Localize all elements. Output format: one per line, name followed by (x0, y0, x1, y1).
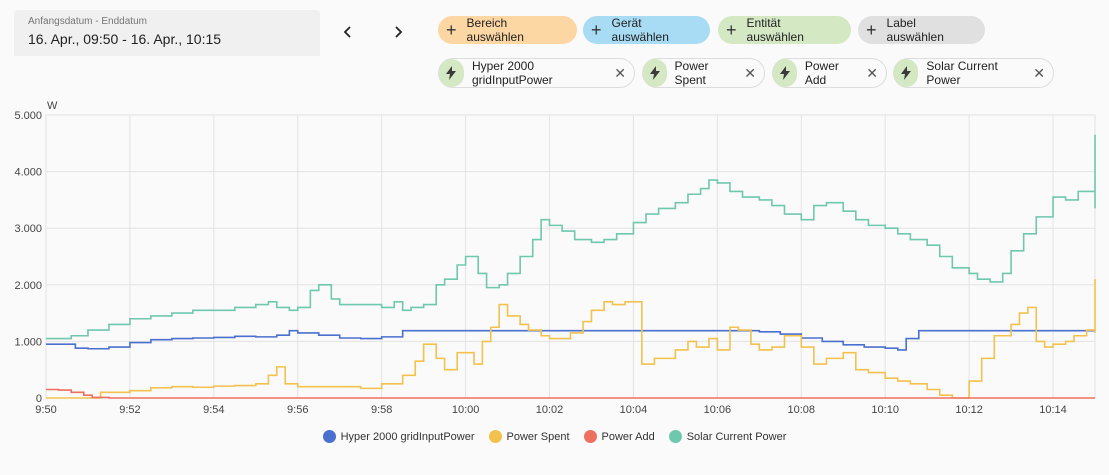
entity-chip-label: Solar Current Power (926, 59, 998, 87)
y-tick-label: 1.000 (14, 336, 42, 348)
legend-swatch (668, 430, 682, 443)
choose-area-chip[interactable]: + Bereich auswählen (438, 16, 577, 44)
legend-swatch (488, 430, 502, 443)
series-line (46, 279, 1096, 399)
x-tick-label: 10:08 (788, 404, 816, 416)
entity-chip-solar[interactable]: Solar Current Power ✕ (893, 58, 1054, 88)
lightning-icon (894, 59, 919, 87)
date-range-picker[interactable]: Anfangsdatum - Enddatum 16. Apr., 09:50 … (14, 10, 320, 56)
chevron-left-icon (343, 26, 351, 38)
y-tick-label: 2.000 (14, 280, 42, 292)
prev-period-button[interactable] (334, 18, 362, 46)
x-tick-label: 10:06 (704, 404, 732, 416)
plus-icon: + (866, 20, 877, 40)
choose-entity-label: Entität auswählen (746, 16, 804, 44)
choose-device-label: Gerät auswählen (611, 16, 669, 44)
entity-chip-label: Power Add (804, 59, 839, 87)
entity-chip-power-add[interactable]: Power Add ✕ (772, 58, 887, 88)
legend-label: Solar Current Power (686, 430, 787, 443)
next-period-button[interactable] (384, 18, 412, 46)
close-icon[interactable]: ✕ (744, 64, 756, 81)
legend-label: Power Spent (506, 430, 570, 443)
legend-label: Hyper 2000 gridInputPower (340, 430, 475, 443)
series-line (46, 134, 1096, 340)
y-tick-label: 3.000 (14, 223, 42, 235)
chart-legend: Hyper 2000 gridInputPower Power Spent Po… (0, 430, 1109, 443)
choose-device-chip[interactable]: + Gerät auswählen (583, 16, 710, 44)
y-tick-label: 0 (36, 393, 42, 405)
plus-icon: + (446, 20, 457, 40)
x-tick-label: 9:50 (35, 404, 56, 416)
close-icon[interactable]: ✕ (614, 64, 626, 81)
x-tick-label: 10:12 (955, 404, 983, 416)
choose-area-label: Bereich auswählen (466, 16, 524, 44)
legend-item[interactable]: Hyper 2000 gridInputPower (322, 430, 475, 443)
legend-item[interactable]: Solar Current Power (668, 430, 787, 443)
legend-item[interactable]: Power Add (583, 430, 655, 443)
choose-label-label: Label auswählen (886, 16, 944, 44)
y-tick-label: 5.000 (14, 110, 42, 122)
plot-area (45, 114, 1096, 399)
choose-label-chip[interactable]: + Label auswählen (858, 16, 985, 44)
entity-chip-hyper[interactable]: Hyper 2000 gridInputPower ✕ (438, 58, 635, 88)
date-range-value: 16. Apr., 09:50 - 16. Apr., 10:15 (28, 31, 222, 47)
x-tick-label: 9:52 (119, 404, 140, 416)
series-line (46, 329, 1095, 351)
legend-swatch (583, 430, 597, 443)
history-chart[interactable]: 5.000 4.000 3.000 2.000 1.000 0 W 9:50 9:52 9:54 9… (0, 95, 1109, 425)
legend-swatch (322, 430, 336, 443)
lightning-icon (773, 59, 797, 87)
x-tick-label: 10:04 (620, 404, 648, 416)
plus-icon: + (726, 20, 737, 40)
y-tick-label: 4.000 (14, 167, 42, 179)
entity-chip-label: Hyper 2000 gridInputPower (471, 59, 553, 87)
series-line (46, 388, 1095, 399)
close-icon[interactable]: ✕ (1033, 64, 1045, 81)
entity-chip-power-spent[interactable]: Power Spent ✕ (642, 58, 765, 88)
x-tick-label: 9:54 (203, 404, 224, 416)
plus-icon: + (591, 20, 602, 40)
lightning-icon (439, 59, 464, 87)
choose-entity-chip[interactable]: + Entität auswählen (718, 16, 851, 44)
x-tick-label: 9:58 (371, 404, 392, 416)
close-icon[interactable]: ✕ (866, 64, 878, 81)
x-tick-label: 10:00 (452, 404, 480, 416)
y-axis-unit: W (47, 100, 58, 112)
legend-item[interactable]: Power Spent (488, 430, 570, 443)
legend-label: Power Add (601, 430, 655, 443)
chevron-right-icon (395, 26, 403, 38)
x-tick-label: 9:56 (287, 404, 308, 416)
x-tick-label: 10:02 (536, 404, 564, 416)
entity-chip-label: Power Spent (674, 59, 709, 87)
x-tick-label: 10:14 (1039, 404, 1067, 416)
lightning-icon (643, 59, 667, 87)
date-range-label: Anfangsdatum - Enddatum (28, 16, 147, 27)
x-tick-label: 10:10 (871, 404, 899, 416)
